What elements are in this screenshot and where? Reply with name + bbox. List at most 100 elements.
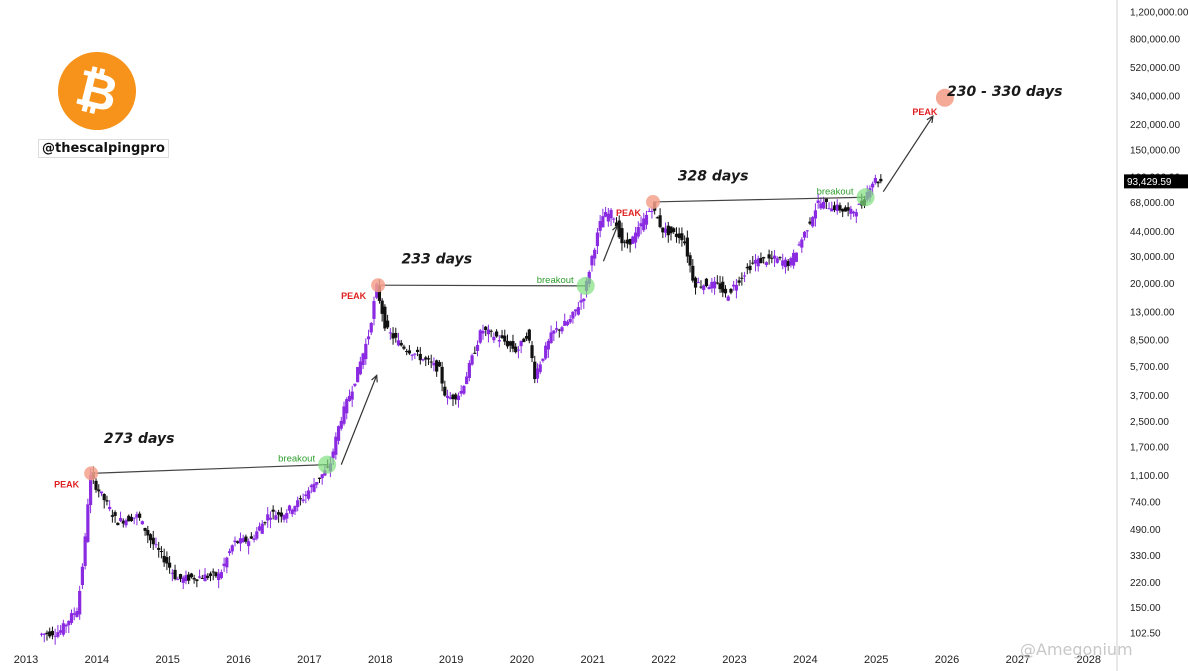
- arrow-head: [371, 374, 378, 383]
- candle-body: [497, 340, 501, 342]
- candle-body: [88, 474, 93, 506]
- candle-body: [356, 367, 360, 383]
- candle-body: [699, 286, 703, 288]
- candle-body: [802, 231, 807, 238]
- candle-body: [748, 265, 752, 271]
- candle-body: [388, 332, 392, 334]
- candle-body: [639, 223, 643, 227]
- candle-body: [538, 364, 542, 373]
- candle-body: [772, 255, 777, 259]
- candle-body: [625, 239, 630, 244]
- candle-body: [165, 557, 169, 564]
- candle-body: [187, 574, 191, 581]
- candle-body: [819, 203, 823, 209]
- candle-body: [271, 509, 275, 512]
- resistance-trendline: [378, 284, 586, 287]
- candle-body: [516, 349, 521, 351]
- candle-body: [279, 512, 283, 517]
- candle-body: [876, 181, 880, 184]
- candle-body: [726, 296, 730, 301]
- candle-body: [208, 573, 213, 576]
- y-tick-label: 340,000.00: [1130, 91, 1180, 102]
- candle-body: [127, 515, 131, 522]
- candle-body: [631, 236, 635, 244]
- candle-body: [157, 547, 161, 550]
- candle-body: [170, 572, 174, 574]
- y-tick-label: 220.00: [1130, 578, 1161, 589]
- candle-body: [574, 309, 578, 312]
- candle-body: [72, 613, 76, 615]
- candle-body: [435, 360, 439, 372]
- candle-body: [249, 536, 253, 539]
- candle-body: [685, 237, 689, 257]
- candle-body: [257, 526, 262, 531]
- candle-body: [391, 333, 395, 339]
- candle-body: [470, 355, 474, 365]
- peak-label: PEAK: [54, 479, 80, 489]
- candle-body: [721, 281, 725, 293]
- candle-body: [197, 576, 202, 578]
- candle-body: [407, 350, 412, 354]
- candle-body: [606, 213, 610, 222]
- candle-body: [568, 318, 572, 323]
- x-tick-label: 2014: [85, 654, 109, 666]
- candle-body: [173, 569, 177, 580]
- candle-body: [140, 521, 144, 525]
- candle-body: [522, 338, 526, 343]
- candle-body: [277, 512, 281, 515]
- candle-body: [514, 346, 518, 353]
- candle-body: [402, 346, 406, 349]
- arrow-line: [340, 375, 378, 465]
- candle-body: [598, 221, 602, 231]
- y-tick-label: 3,700.00: [1130, 391, 1169, 402]
- candle-body: [857, 203, 861, 205]
- candle-body: [383, 306, 387, 329]
- candle-body: [230, 545, 234, 552]
- candle-body: [296, 500, 300, 508]
- candle-body: [612, 218, 616, 220]
- candle-body: [524, 336, 529, 339]
- candle-body: [162, 555, 166, 563]
- candle-body: [734, 284, 739, 291]
- candle-body: [113, 512, 117, 516]
- x-tick-label: 2023: [722, 654, 746, 666]
- candle-body: [331, 451, 335, 459]
- candle-body: [530, 345, 534, 359]
- candle-body: [535, 368, 540, 379]
- candle-body: [830, 208, 834, 212]
- arrow-head: [926, 115, 934, 124]
- candle-body: [505, 340, 510, 347]
- candle-body: [421, 359, 425, 361]
- candle-body: [723, 288, 728, 294]
- x-tick-label: 2024: [793, 654, 817, 666]
- candle-body: [200, 577, 204, 579]
- peak-label: PEAK: [341, 291, 367, 301]
- y-tick-label: 1,700.00: [1130, 442, 1169, 453]
- candle-body: [707, 287, 711, 290]
- candle-body: [121, 520, 125, 524]
- candle-body: [426, 358, 431, 360]
- candle-body: [445, 395, 450, 398]
- arrow-line: [602, 225, 619, 262]
- candle-body: [315, 482, 319, 485]
- candle-body: [195, 579, 199, 582]
- candle-body: [683, 241, 687, 244]
- candle-body: [546, 340, 550, 350]
- candle-body: [789, 258, 793, 266]
- candle-body: [448, 397, 452, 399]
- x-tick-label: 2016: [226, 654, 250, 666]
- arrow-line: [882, 115, 934, 192]
- candle-body: [358, 361, 362, 375]
- candle-body: [181, 577, 185, 583]
- candle-body: [873, 177, 877, 183]
- y-tick-label: 8,500.00: [1130, 336, 1169, 347]
- candle-body: [287, 505, 292, 511]
- y-tick-label: 740.00: [1130, 497, 1161, 508]
- candle-body: [456, 395, 461, 401]
- candle-body: [306, 490, 311, 499]
- candle-body: [811, 217, 815, 227]
- x-tick-label: 2017: [297, 654, 321, 666]
- candle-body: [486, 329, 491, 335]
- candle-body: [838, 205, 842, 211]
